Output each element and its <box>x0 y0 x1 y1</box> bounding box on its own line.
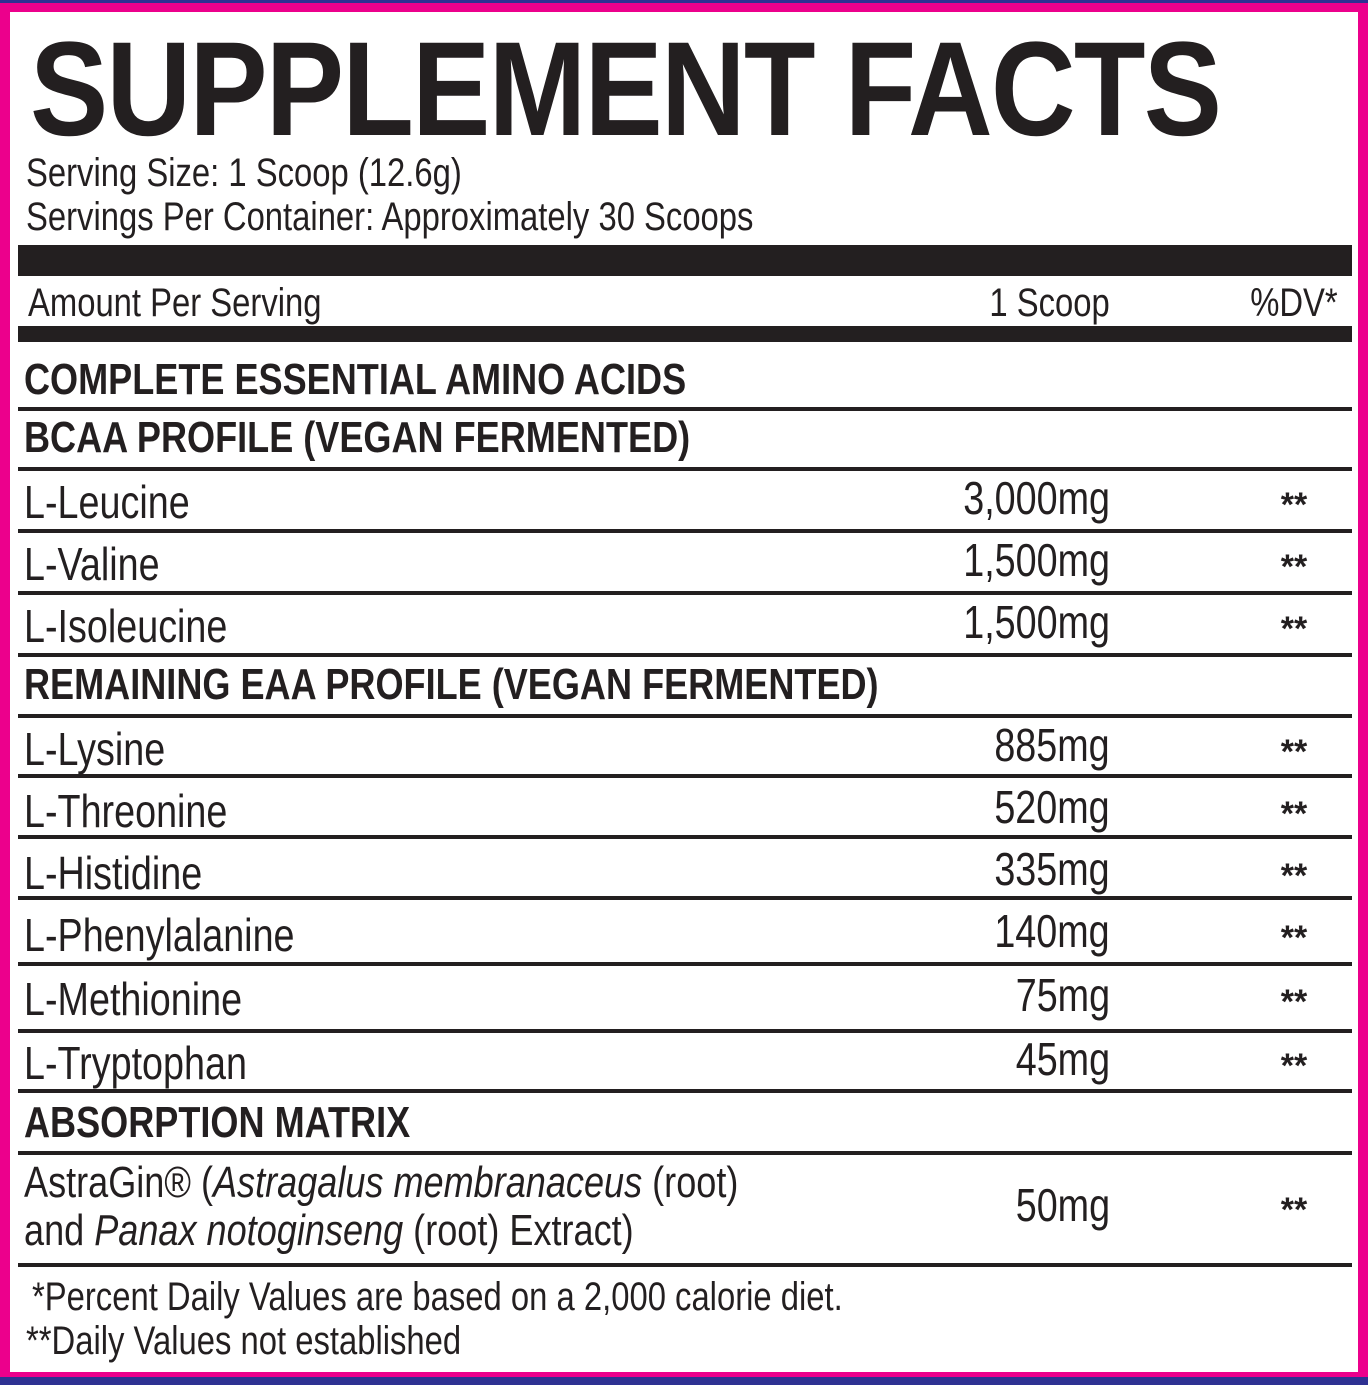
ingredient-name: L-Isoleucine <box>24 600 228 652</box>
astragin-line-1: AstraGin® (Astragalus membranaceus (root… <box>24 1158 739 1207</box>
ingredient-name: L-Methionine <box>24 973 243 1025</box>
divider <box>18 962 1352 966</box>
ingredient-dv: ** <box>1280 1047 1308 1085</box>
ingredient-dv: ** <box>1280 733 1308 771</box>
ingredient-name: L-Histidine <box>24 847 203 899</box>
ingredient-name: L-Valine <box>24 538 160 590</box>
ingredient-name: L-Lysine <box>24 723 166 775</box>
section-header: REMAINING EAA PROFILE (VEGAN FERMENTED) <box>24 660 879 709</box>
ingredient-amount: 1,500mg <box>963 596 1110 648</box>
divider <box>18 714 1352 718</box>
ingredient-dv: ** <box>1280 919 1308 957</box>
ingredient-amount: 45mg <box>1015 1033 1110 1085</box>
ingredient-name: L-Leucine <box>24 476 190 528</box>
ingredient-name: L-Threonine <box>24 785 228 837</box>
divider <box>18 653 1352 657</box>
page-title: SUPPLEMENT FACTS <box>30 15 1222 164</box>
serving-size: Serving Size: 1 Scoop (12.6g) <box>26 151 462 195</box>
astragin-line-2: and Panax notoginseng (root) Extract) <box>24 1206 634 1255</box>
thick-divider <box>18 326 1352 342</box>
ingredient-amount: 335mg <box>994 843 1110 895</box>
supplement-facts-panel <box>10 12 1358 1372</box>
divider <box>18 529 1352 533</box>
astragin-amount: 50mg <box>1015 1179 1110 1231</box>
divider <box>18 1263 1352 1267</box>
ingredient-amount: 140mg <box>994 905 1110 957</box>
ingredient-name: L-Tryptophan <box>24 1037 247 1089</box>
ingredient-dv: ** <box>1280 610 1308 648</box>
divider <box>18 591 1352 595</box>
ingredient-amount: 885mg <box>994 719 1110 771</box>
divider <box>18 467 1352 471</box>
ingredient-dv: ** <box>1280 486 1308 524</box>
ingredient-name: L-Phenylalanine <box>24 909 295 961</box>
column-dv: %DV* <box>1250 281 1338 325</box>
divider <box>18 835 1352 839</box>
divider <box>18 1029 1352 1033</box>
divider <box>18 896 1352 900</box>
section-header: ABSORPTION MATRIX <box>24 1098 411 1147</box>
servings-per-container: Servings Per Container: Approximately 30… <box>26 195 754 239</box>
divider <box>18 407 1352 411</box>
ingredient-amount: 75mg <box>1015 969 1110 1021</box>
divider <box>18 1151 1352 1155</box>
divider <box>18 774 1352 778</box>
ingredient-amount: 1,500mg <box>963 534 1110 586</box>
ingredient-dv: ** <box>1280 983 1308 1021</box>
thick-divider <box>18 245 1352 276</box>
section-header: COMPLETE ESSENTIAL AMINO ACIDS <box>24 355 687 404</box>
section-header: BCAA PROFILE (VEGAN FERMENTED) <box>24 413 691 462</box>
ingredient-dv: ** <box>1280 795 1308 833</box>
ingredient-dv: ** <box>1280 857 1308 895</box>
footnote-dv: *Percent Daily Values are based on a 2,0… <box>32 1275 843 1319</box>
ingredient-amount: 520mg <box>994 781 1110 833</box>
ingredient-dv: ** <box>1280 548 1308 586</box>
astragin-dv: ** <box>1280 1191 1308 1229</box>
column-label: Amount Per Serving <box>28 281 322 325</box>
footnote-not-established: **Daily Values not established <box>26 1319 462 1363</box>
ingredient-amount: 3,000mg <box>963 472 1110 524</box>
column-amount: 1 Scoop <box>989 281 1110 325</box>
divider <box>18 1089 1352 1093</box>
